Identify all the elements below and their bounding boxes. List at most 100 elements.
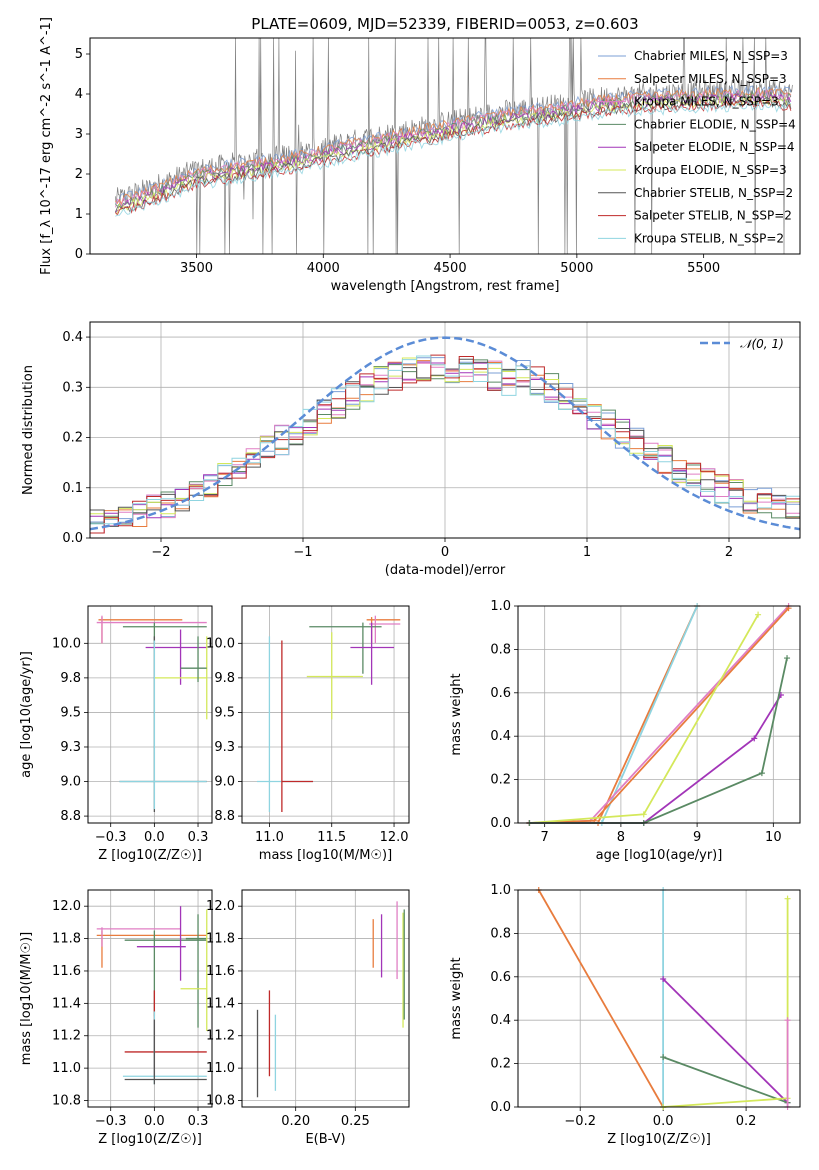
- axes-frame: [241, 605, 410, 824]
- legend-label: Kroupa MILES, N_SSP=3: [634, 95, 779, 109]
- x-tick-label: 12.0: [380, 830, 409, 845]
- legend-label: Kroupa ELODIE, N_SSP=3: [634, 163, 787, 177]
- y-tick-label: 8.8: [214, 809, 235, 824]
- plot-area: [96, 906, 208, 1085]
- x-tick-label: 11.0: [255, 830, 284, 845]
- x-tick-label: −0.2: [564, 1114, 596, 1129]
- x-tick-label: 3500: [180, 261, 213, 276]
- x-axis-label: (data-model)/error: [385, 563, 506, 578]
- y-tick-label: 12.0: [206, 899, 235, 914]
- y-tick-label: 2: [75, 167, 83, 182]
- x-axis-label: Z [log10(Z/Z☉)]: [98, 848, 202, 863]
- y-tick-label: 9.5: [60, 705, 81, 720]
- mass-weight-point: [784, 655, 791, 662]
- x-tick-label: 10: [765, 830, 782, 845]
- axes-frame: [517, 605, 801, 824]
- mass-weight-line: [662, 1056, 788, 1104]
- panel-age-vs-Z: −0.3 0.0 0.3 8.8 9.0 9.3 9.5 9.8 10.0 Z [log10(Z/…: [19, 605, 213, 863]
- plot-area: [96, 615, 208, 812]
- legend-label: Salpeter STELIB, N_SSP=2: [634, 209, 792, 223]
- x-tick-label: 0.0: [653, 1114, 674, 1129]
- figure-title: PLATE=0609, MJD=52339, FIBERID=0053, z=0…: [251, 15, 638, 33]
- y-axis-label: Normed distribution: [21, 365, 36, 495]
- x-tick-label: 0.20: [281, 1114, 310, 1129]
- y-tick-label: 11.4: [52, 996, 81, 1011]
- y-tick-label: 0.4: [490, 729, 511, 744]
- legend-label: Kroupa STELIB, N_SSP=2: [634, 231, 784, 245]
- y-tick-label: 0.1: [62, 481, 83, 496]
- y-axis-label: mass weight: [449, 673, 464, 755]
- y-tick-label: 9.8: [60, 671, 81, 686]
- x-tick-label: 1: [583, 545, 591, 560]
- y-tick-label: 0.2: [62, 431, 83, 446]
- x-tick-label: −2: [151, 545, 170, 560]
- y-tick-label: 11.0: [52, 1061, 81, 1076]
- legend-label: 𝒩(0, 1): [740, 337, 784, 351]
- axes-frame: [89, 321, 801, 539]
- y-tick-label: 0: [75, 247, 83, 262]
- spectrum-model-line: [115, 101, 792, 217]
- x-tick-label: 2: [725, 545, 733, 560]
- mass-weight-line: [662, 978, 789, 1104]
- x-tick-label: −1: [293, 545, 312, 560]
- axes-frame: [89, 37, 801, 255]
- x-axis-label: wavelength [Angstrom, rest frame]: [331, 279, 560, 294]
- mass-weight-line: [529, 607, 790, 824]
- y-tick-label: 11.8: [206, 932, 235, 947]
- y-tick-label: 0.0: [490, 1100, 511, 1115]
- y-tick-label: 4: [75, 87, 83, 102]
- plot-area: [114, 37, 793, 255]
- axes-frame: [241, 889, 410, 1108]
- x-tick-label: 5500: [687, 261, 720, 276]
- histogram-step: [89, 355, 800, 538]
- x-axis-label: age [log10(age/yr)]: [596, 848, 723, 863]
- y-tick-label: 0.2: [490, 1057, 511, 1072]
- legend-label: Chabrier ELODIE, N_SSP=4: [634, 117, 796, 131]
- y-tick-label: 11.6: [206, 964, 235, 979]
- x-tick-label: 11.5: [317, 830, 346, 845]
- normal-curve: [89, 336, 801, 531]
- y-axis-label: Flux [f_λ 10^-17 erg cm^-2 s^-1 A^-1]: [39, 17, 54, 275]
- x-tick-label: −0.3: [95, 830, 127, 845]
- y-tick-label: 11.2: [52, 1029, 81, 1044]
- x-tick-label: 0.0: [144, 830, 165, 845]
- x-axis-label: E(B-V): [305, 1132, 345, 1147]
- y-tick-label: 9.3: [214, 740, 235, 755]
- mass-weight-point: [640, 811, 647, 818]
- legend-label: Chabrier MILES, N_SSP=3: [634, 49, 788, 63]
- mass-weight-point: [660, 975, 667, 982]
- y-tick-label: 0.3: [62, 380, 83, 395]
- mass-weight-line: [529, 694, 782, 824]
- mass-weight-line: [529, 614, 759, 824]
- mass-weight-line: [529, 605, 698, 824]
- y-tick-label: 3: [75, 127, 83, 142]
- spectrum-model-line: [115, 84, 792, 205]
- x-tick-label: 0.3: [188, 1114, 209, 1129]
- y-tick-label: 1.0: [490, 883, 511, 898]
- y-tick-label: 8.8: [60, 809, 81, 824]
- legend-label: Chabrier STELIB, N_SSP=2: [634, 186, 793, 200]
- y-tick-label: 9.8: [214, 671, 235, 686]
- y-tick-label: 9.0: [60, 775, 81, 790]
- panel-massweight-vs-Z: −0.2 0.0 0.2 0.0 0.2 0.4 0.6 0.8 1.0 Z [log10(Z/Z…: [449, 883, 801, 1147]
- mass-weight-point: [784, 1017, 791, 1024]
- y-tick-label: 5: [75, 47, 83, 62]
- x-axis-label: Z [log10(Z/Z☉)]: [607, 1132, 711, 1147]
- panel-spectrum: 3500 4000 4500 5000 5500 0 1 2 3 4 5 wavelength [An…: [39, 17, 801, 294]
- y-axis-label: mass [log10(M/M☉)]: [19, 932, 34, 1065]
- spectrum-model-line: [114, 97, 792, 213]
- axes-frame: [517, 889, 801, 1108]
- y-tick-label: 0.4: [62, 330, 83, 345]
- y-tick-label: 0.4: [490, 1013, 511, 1028]
- y-tick-label: 9.3: [60, 740, 81, 755]
- y-axis-label: mass weight: [449, 957, 464, 1039]
- y-tick-label: 11.2: [206, 1029, 235, 1044]
- mass-weight-line: [529, 657, 788, 824]
- legend-label: Salpeter MILES, N_SSP=3: [634, 72, 787, 86]
- y-tick-label: 10.0: [206, 636, 235, 651]
- y-tick-label: 11.8: [52, 932, 81, 947]
- y-tick-label: 0.0: [490, 816, 511, 831]
- y-axis-label: age [log10(age/yr)]: [19, 651, 34, 778]
- x-tick-label: 5000: [560, 261, 593, 276]
- mass-weight-point: [751, 735, 758, 742]
